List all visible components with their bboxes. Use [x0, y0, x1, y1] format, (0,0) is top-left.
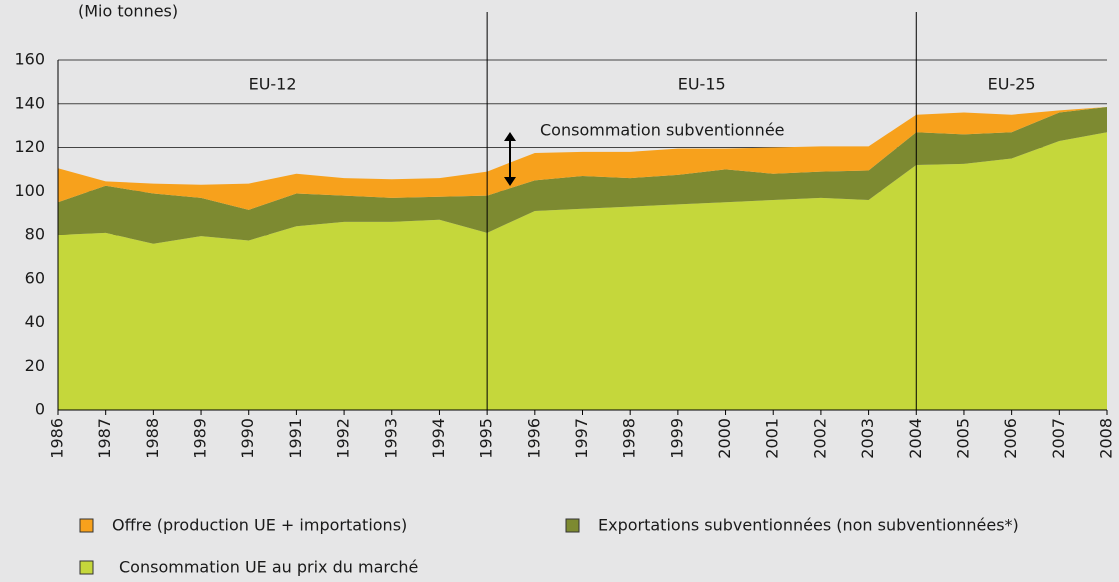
y-tick-label: 60	[25, 268, 45, 287]
y-tick-label: 100	[14, 181, 45, 200]
y-tick-label: 40	[25, 312, 45, 331]
x-tick-label: 1998	[620, 418, 639, 459]
legend-swatch	[79, 518, 94, 533]
x-tick-label: 1999	[667, 418, 686, 459]
x-tick-label: 1990	[238, 418, 257, 459]
x-tick-label: 1996	[524, 418, 543, 459]
x-tick-label: 1992	[334, 418, 353, 459]
x-tick-label: 1995	[477, 418, 496, 459]
period-label: EU-15	[678, 75, 726, 94]
x-tick-label: 1991	[286, 418, 305, 459]
period-label: EU-25	[988, 75, 1036, 94]
x-tick-label: 1989	[191, 418, 210, 459]
y-tick-label: 80	[25, 225, 45, 244]
period-label: EU-12	[249, 75, 297, 94]
area	[58, 132, 1107, 410]
y-tick-label: 20	[25, 356, 45, 375]
x-tick-label: 2007	[1049, 418, 1068, 459]
legend-label: Exportations subventionnées (non subvent…	[598, 516, 1019, 535]
x-tick-label: 1993	[381, 418, 400, 459]
annotation: Consommation subventionnée	[540, 121, 785, 140]
y-tick-label: 120	[14, 137, 45, 156]
legend-swatch	[565, 518, 580, 533]
x-tick-label: 2003	[858, 418, 877, 459]
x-tick-label: 2002	[810, 418, 829, 459]
area	[58, 107, 1107, 244]
x-tick-label: 2005	[953, 418, 972, 459]
legend-label: Offre (production UE + importations)	[112, 516, 407, 535]
y-tick-label: 140	[14, 93, 45, 112]
y-tick-label: 160	[14, 50, 45, 69]
x-tick-label: 2001	[763, 418, 782, 459]
x-tick-label: 1986	[48, 418, 67, 459]
legend-swatch	[79, 560, 94, 575]
y-tick-label: 0	[35, 400, 45, 419]
x-tick-label: 1994	[429, 418, 448, 459]
x-tick-label: 1997	[572, 418, 591, 459]
x-tick-label: 2008	[1097, 418, 1116, 459]
legend-label: Consommation UE au prix du marché	[119, 558, 418, 577]
area	[58, 107, 1107, 210]
x-tick-label: 2000	[715, 418, 734, 459]
y-axis-label: (Mio tonnes)	[78, 2, 178, 21]
x-tick-label: 1988	[143, 418, 162, 459]
x-tick-label: 2006	[1001, 418, 1020, 459]
x-tick-label: 1987	[95, 418, 114, 459]
x-tick-label: 2004	[906, 418, 925, 459]
